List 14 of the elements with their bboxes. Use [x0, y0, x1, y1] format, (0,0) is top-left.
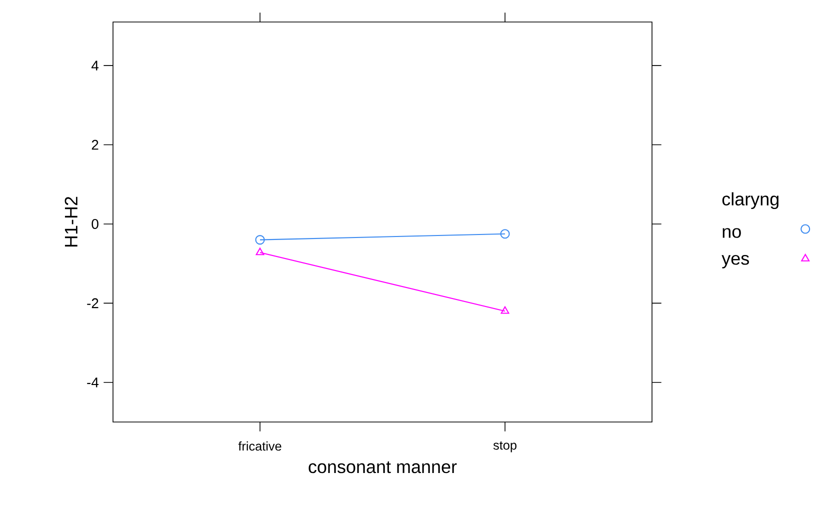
y-tick-label: -2 — [87, 298, 98, 308]
x-tick-label: stop — [493, 441, 516, 452]
text: yes — [722, 254, 749, 268]
text: no — [722, 228, 741, 238]
y-tick-label: 2 — [92, 140, 98, 150]
legend-title: claryng — [722, 192, 778, 210]
x-axis-title: consonant manner — [308, 461, 457, 474]
y-tick-label: -4 — [87, 378, 99, 388]
y-axis-title: H1-H2 — [64, 196, 78, 247]
y-tick-label: 0 — [92, 219, 98, 229]
point — [500, 229, 510, 239]
point — [255, 235, 265, 245]
x-tick-label: fricative — [238, 441, 282, 451]
y-tick-label: 4 — [91, 60, 99, 70]
